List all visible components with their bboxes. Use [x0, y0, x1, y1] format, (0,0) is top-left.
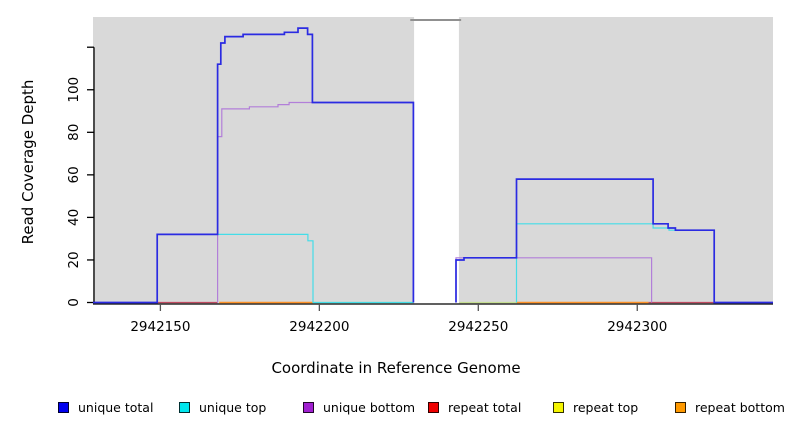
- legend-label: unique top: [199, 399, 267, 415]
- y-tick-label: 60: [66, 166, 82, 183]
- legend-swatch-icon: [179, 401, 190, 413]
- series-unique-total: [455, 178, 773, 304]
- legend-label: repeat top: [573, 399, 639, 415]
- x-tick-label: 2942150: [130, 319, 190, 335]
- legend-swatch-icon: [428, 401, 439, 413]
- x-tick-label: 2942200: [289, 319, 349, 335]
- legend-item-unique-total: unique total: [58, 398, 153, 416]
- y-tick-label: 80: [66, 124, 82, 141]
- x-tick-label: 2942300: [607, 319, 667, 335]
- legend-swatch-icon: [303, 401, 314, 413]
- y-tick-label: 0: [66, 298, 82, 307]
- legend-label: repeat total: [448, 399, 522, 415]
- legend-item-unique-bottom: unique bottom: [303, 398, 415, 416]
- legend-item-unique-top: unique top: [179, 398, 266, 416]
- gap-region: [414, 17, 459, 304]
- legend-swatch-icon: [553, 401, 564, 413]
- y-axis-title: Read Coverage Depth: [19, 79, 37, 245]
- series-unique-bottom: [217, 101, 414, 303]
- x-axis-title: Coordinate in Reference Genome: [271, 359, 521, 377]
- legend-label: unique bottom: [323, 399, 416, 415]
- y-tick-label: 100: [66, 77, 82, 103]
- legend-item-repeat-top: repeat top: [553, 398, 638, 416]
- legend-item-repeat-bottom: repeat bottom: [675, 398, 785, 416]
- legend-swatch-icon: [58, 401, 69, 413]
- series-unique-total: [93, 27, 415, 304]
- legend-item-repeat-total: repeat total: [428, 398, 521, 416]
- legend-label: unique total: [78, 399, 154, 415]
- legend-swatch-icon: [675, 401, 686, 413]
- legend: unique total unique top unique bottom repea…: [0, 398, 792, 420]
- legend-label: repeat bottom: [695, 399, 785, 415]
- y-tick-label: 40: [66, 209, 82, 226]
- x-tick-label: 2942250: [448, 319, 508, 335]
- y-tick-label: 20: [66, 251, 82, 268]
